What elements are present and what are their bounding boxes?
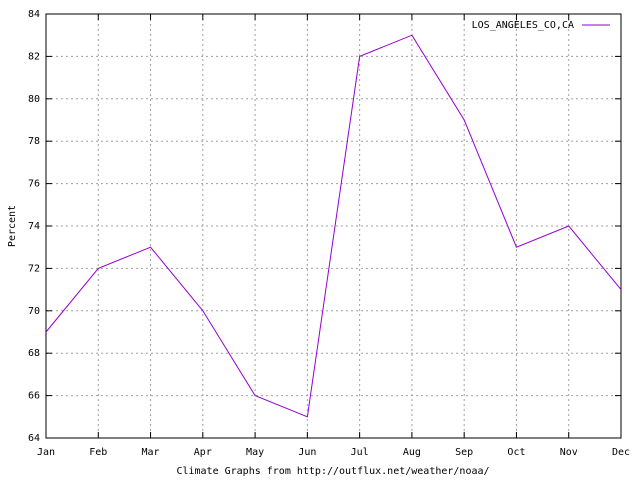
x-tick-label: Jul — [351, 447, 369, 458]
x-axis-label: Climate Graphs from http://outflux.net/w… — [176, 466, 489, 477]
x-tick-label: Jun — [298, 447, 316, 458]
y-tick-label: 80 — [28, 94, 40, 105]
x-tick-label: Aug — [403, 447, 421, 458]
data-line — [45, 34, 622, 418]
y-tick-label: 72 — [28, 263, 40, 274]
y-tick-label: 64 — [28, 433, 40, 444]
x-tick-label: Jan — [37, 447, 55, 458]
plot-frame — [45, 13, 622, 439]
y-tick-label: 82 — [28, 51, 40, 62]
y-tick-label: 78 — [28, 136, 40, 147]
y-tick-label: 70 — [28, 306, 40, 317]
x-tick-label: Nov — [560, 447, 578, 458]
x-tick-label: Oct — [507, 447, 525, 458]
y-tick-label: 68 — [28, 348, 40, 359]
legend-label: LOS_ANGELES_CO,CA — [472, 20, 574, 31]
y-tick-label: 74 — [28, 221, 40, 232]
x-tick-label: Sep — [455, 447, 473, 458]
y-axis-label: Percent — [7, 205, 18, 247]
y-tick-label: 76 — [28, 179, 40, 190]
y-tick-label: 84 — [28, 9, 40, 20]
y-tick-label: 66 — [28, 391, 40, 402]
x-tick-label: Feb — [89, 447, 107, 458]
x-tick-label: Mar — [142, 447, 160, 458]
x-tick-label: May — [246, 447, 264, 458]
x-tick-label: Apr — [194, 447, 212, 458]
x-tick-label: Dec — [612, 447, 630, 458]
